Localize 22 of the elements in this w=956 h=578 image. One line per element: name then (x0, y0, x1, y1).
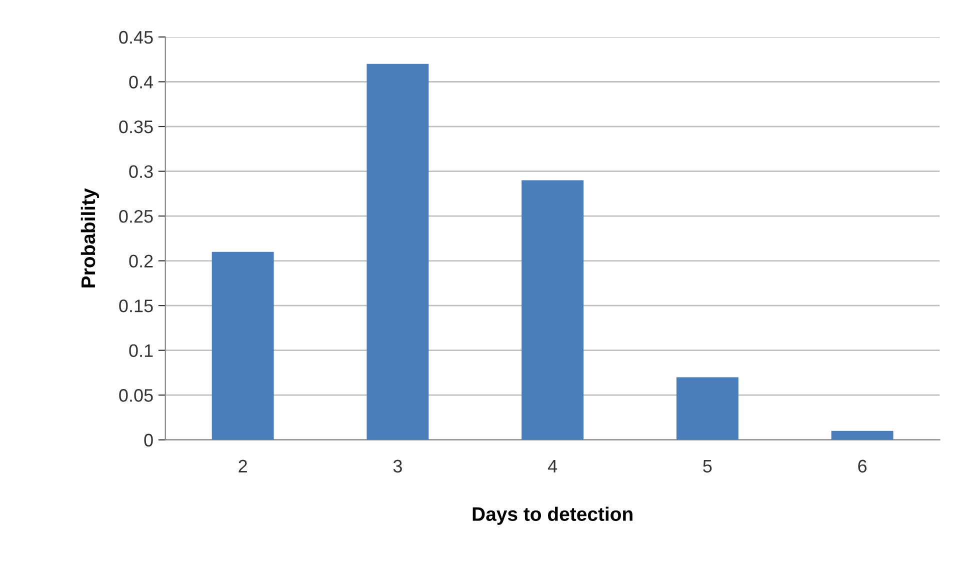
y-tick-label: 0.45 (119, 30, 153, 44)
y-tick-label: 0.05 (119, 389, 153, 402)
y-tick-label: 0.1 (129, 344, 153, 358)
x-tick-label: 2 (238, 460, 247, 472)
y-tick-label: 0 (144, 434, 153, 447)
y-tick-label: 0.25 (119, 210, 153, 223)
x-tick-label: 3 (393, 460, 402, 473)
y-tick-label: 0.4 (129, 76, 154, 88)
y-tick-label: 0.15 (119, 300, 153, 312)
bar (831, 430, 894, 440)
bar (366, 64, 429, 440)
bar (676, 377, 738, 440)
bar (212, 252, 274, 440)
y-tick-label: 0.3 (129, 165, 153, 178)
x-axis-title: Days to detection (472, 506, 632, 525)
bar (522, 180, 584, 440)
x-tick-label: 6 (858, 460, 867, 473)
y-tick-label: 0.35 (119, 120, 153, 134)
x-tick-label: 5 (703, 460, 712, 473)
y-tick-label: 0.2 (129, 254, 153, 268)
y-axis-title: Probability (80, 188, 99, 288)
x-tick-label: 4 (548, 460, 558, 472)
